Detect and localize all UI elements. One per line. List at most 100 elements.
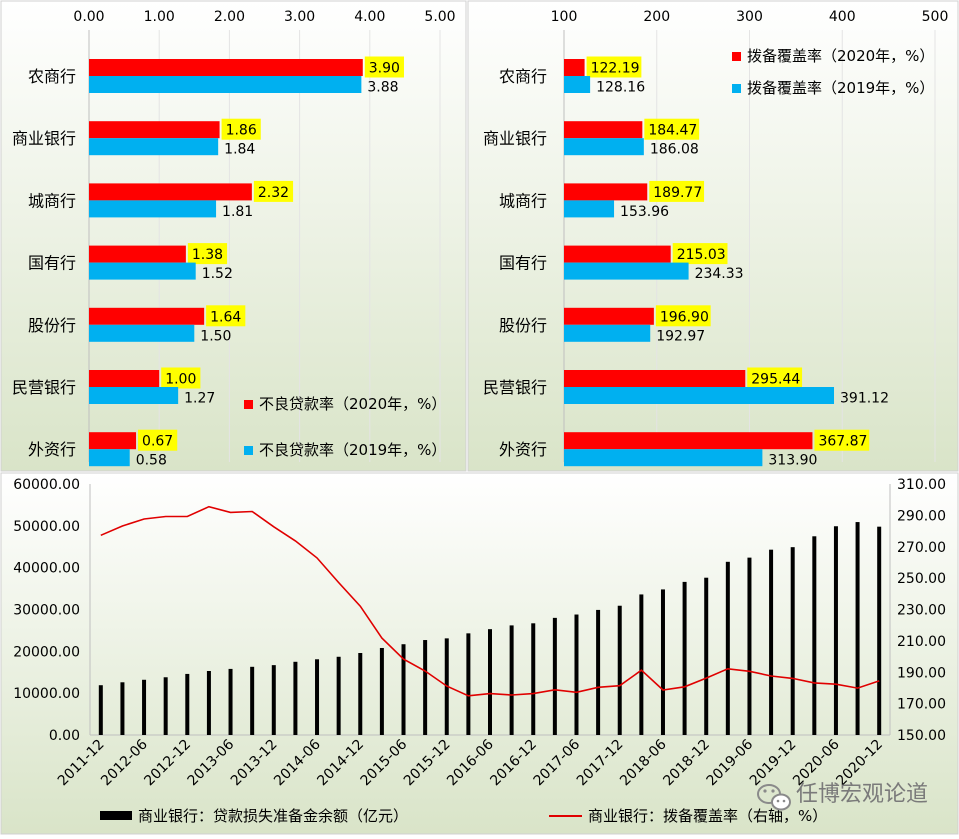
bar-2020: [564, 183, 648, 201]
bar-loan-loss-reserve: [185, 673, 190, 735]
category-label: 农商行: [499, 67, 547, 86]
bar-loan-loss-reserve: [704, 577, 709, 735]
bar-2020: [89, 59, 363, 76]
bar-loan-loss-reserve: [120, 682, 125, 735]
bar-loan-loss-reserve: [596, 609, 601, 735]
data-label-2020: 295.44: [751, 372, 800, 388]
line-provision-coverage: [100, 505, 880, 697]
bar-loan-loss-reserve: [855, 522, 860, 735]
data-label-2020-bg: [138, 429, 178, 451]
y-right-tick-label: 290.00: [897, 508, 946, 524]
x-tick-label: 0.00: [73, 9, 104, 25]
bar-loan-loss-reserve: [833, 526, 838, 735]
category-label: 城商行: [499, 191, 547, 210]
bar-2020: [564, 245, 671, 263]
bar-2019: [564, 449, 763, 467]
category-label: 民营银行: [483, 378, 547, 397]
bar-loan-loss-reserve: [293, 661, 298, 735]
bar-loan-loss-reserve: [617, 605, 622, 735]
data-label-2019: 1.52: [202, 266, 233, 282]
bar-2019: [89, 200, 217, 218]
category-label: 外资行: [28, 440, 76, 459]
bar-loan-loss-reserve: [531, 623, 536, 735]
bar-2019: [89, 324, 195, 342]
data-label-2020-bg: [364, 56, 404, 78]
bar-2020: [564, 307, 654, 325]
legend-label: 拨备覆盖率（2020年，%）: [747, 47, 934, 65]
legend-label: 商业银行：贷款损失准备金余额（亿元）: [138, 807, 408, 825]
bar-loan-loss-reserve: [574, 614, 579, 735]
bar-2019: [564, 324, 651, 342]
bar-loan-loss-reserve: [379, 647, 384, 735]
bar-2020: [564, 121, 643, 139]
bar-2020: [89, 432, 137, 450]
y-left-tick-label: 50000.00: [13, 519, 80, 535]
data-label-2020: 367.87: [818, 434, 867, 450]
category-label: 国有行: [28, 254, 76, 273]
data-label-2020: 196.90: [660, 309, 709, 325]
x-tick-label: 100: [551, 9, 578, 25]
data-label-2020-bg: [672, 243, 728, 265]
data-label-2020-bg: [649, 180, 705, 202]
data-label-2019: 234.33: [695, 266, 744, 282]
bar-2019: [89, 138, 219, 156]
y-left-tick-label: 30000.00: [13, 603, 80, 619]
category-label: 国有行: [499, 254, 547, 273]
bar-loan-loss-reserve: [271, 665, 276, 735]
bar-2020: [89, 183, 252, 201]
data-label-2020-bg: [161, 367, 201, 389]
category-label: 商业银行: [483, 129, 547, 148]
bar-loan-loss-reserve: [877, 526, 882, 735]
bar-loan-loss-reserve: [747, 557, 752, 735]
data-label-2019: 153.96: [620, 204, 669, 220]
bar-loan-loss-reserve: [358, 653, 363, 735]
bar-loan-loss-reserve: [639, 594, 644, 735]
legend-swatch-bar: [100, 811, 132, 820]
y-right-tick-label: 150.00: [897, 728, 946, 744]
y-left-tick-label: 40000.00: [13, 561, 80, 577]
bar-loan-loss-reserve: [315, 659, 320, 735]
bar-2019: [564, 387, 835, 404]
bar-loan-loss-reserve: [725, 561, 730, 735]
bar-2019: [89, 449, 130, 467]
data-label-2020: 3.90: [369, 61, 400, 77]
bar-2019: [564, 200, 615, 218]
bar-2020: [89, 370, 160, 387]
timeseries-chart: 60000.00 50000.00 40000.00 30000.00 20000.00…: [0, 472, 959, 835]
data-label-2020-bg: [655, 305, 711, 327]
npl-chart: 0.00 1.00 2.00 3.00 4.00 5.00 农商行 3.90 3.88 商业银行 1…: [0, 0, 467, 472]
data-label-2019: 1.27: [184, 391, 215, 407]
data-label-2019: 192.97: [656, 328, 705, 344]
data-label-2020-bg: [644, 118, 700, 140]
category-label: 民营银行: [12, 378, 76, 397]
legend-label: 不良贷款率（2019年，%）: [259, 441, 446, 459]
bar-loan-loss-reserve: [769, 549, 774, 735]
data-label-2020: 1.38: [192, 247, 223, 263]
category-label: 外资行: [499, 440, 547, 459]
bar-loan-loss-reserve: [488, 629, 492, 735]
data-label-2020-bg: [221, 118, 261, 140]
x-tick-label: 4.00: [354, 9, 385, 25]
bar-loan-loss-reserve: [250, 666, 255, 735]
data-label-2019: 391.12: [840, 391, 889, 407]
data-label-2020: 122.19: [591, 61, 640, 77]
data-label-2020-bg: [187, 243, 228, 265]
bar-loan-loss-reserve: [336, 656, 341, 735]
legend-label: 商业银行：拨备覆盖率（右轴，%）: [588, 807, 827, 825]
bar-loan-loss-reserve: [228, 668, 233, 735]
category-label: 城商行: [28, 191, 76, 210]
y-left-tick-label: 60000.00: [13, 477, 80, 493]
watermark-text: 任博宏观论道: [796, 782, 928, 807]
y-left-tick-label: 10000.00: [13, 686, 80, 702]
y-left-tick-label: 20000.00: [13, 644, 80, 660]
data-label-2020-bg: [814, 429, 870, 451]
bar-2019: [89, 262, 196, 280]
bar-2020: [564, 59, 585, 76]
x-tick-label: 500: [922, 9, 949, 25]
bar-2019: [564, 262, 689, 280]
legend-label: 不良贷款率（2020年，%）: [259, 395, 446, 413]
bar-2019: [564, 138, 644, 156]
y-right-tick-label: 250.00: [897, 571, 946, 587]
data-label-2019: 3.88: [367, 80, 398, 96]
